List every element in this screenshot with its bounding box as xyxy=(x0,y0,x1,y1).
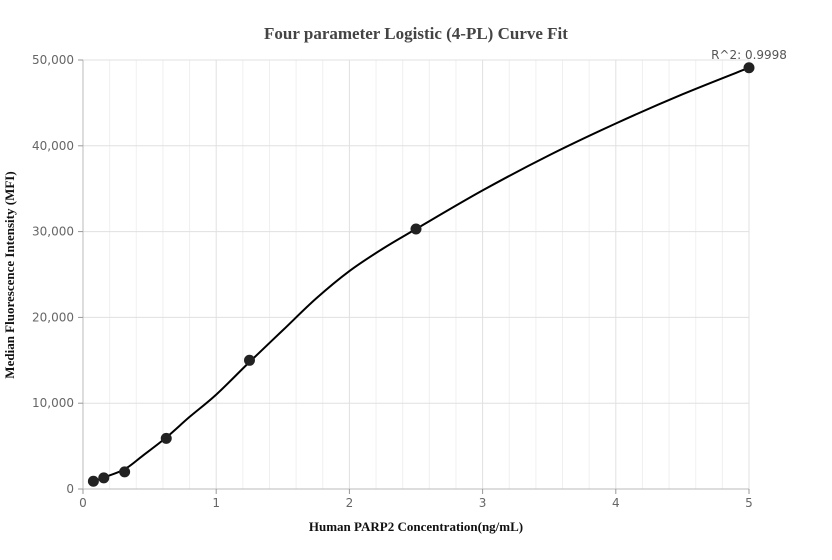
y-tick-label: 50,000 xyxy=(32,53,74,67)
x-tick-label: 2 xyxy=(346,496,354,510)
data-point xyxy=(98,472,110,484)
minor-gridlines xyxy=(109,60,723,489)
y-tick-label: 10,000 xyxy=(32,396,74,410)
fit-curve-line xyxy=(93,66,750,483)
data-points xyxy=(87,62,755,487)
r-squared-annotation: R^2: 0.9998 xyxy=(711,48,787,62)
data-point xyxy=(244,354,255,366)
y-tick-label: 40,000 xyxy=(32,139,74,153)
x-tick-label: 5 xyxy=(745,496,753,510)
x-tick-label: 0 xyxy=(79,496,87,510)
y-axis-label: Median Fluorescence Intensity (MFI) xyxy=(2,171,17,378)
data-point xyxy=(743,62,755,74)
y-tick-label: 30,000 xyxy=(32,225,74,239)
y-tick-label: 0 xyxy=(66,482,74,496)
data-point xyxy=(160,432,172,444)
x-tick-label: 4 xyxy=(612,496,620,510)
x-axis-label: Human PARP2 Concentration(ng/mL) xyxy=(309,519,523,534)
chart-title: Four parameter Logistic (4-PL) Curve Fit xyxy=(264,24,568,43)
y-tick-label: 20,000 xyxy=(32,310,74,324)
axes xyxy=(82,60,749,490)
x-axis-ticks: 0 1 2 3 4 5 xyxy=(79,489,753,510)
major-gridlines xyxy=(83,59,750,489)
data-point xyxy=(87,475,99,487)
y-axis-ticks: 0 10,000 20,000 30,000 40,000 50,000 xyxy=(32,53,83,496)
x-tick-label: 1 xyxy=(212,496,220,510)
data-point xyxy=(410,223,422,235)
x-tick-label: 3 xyxy=(479,496,487,510)
data-point xyxy=(119,466,131,478)
